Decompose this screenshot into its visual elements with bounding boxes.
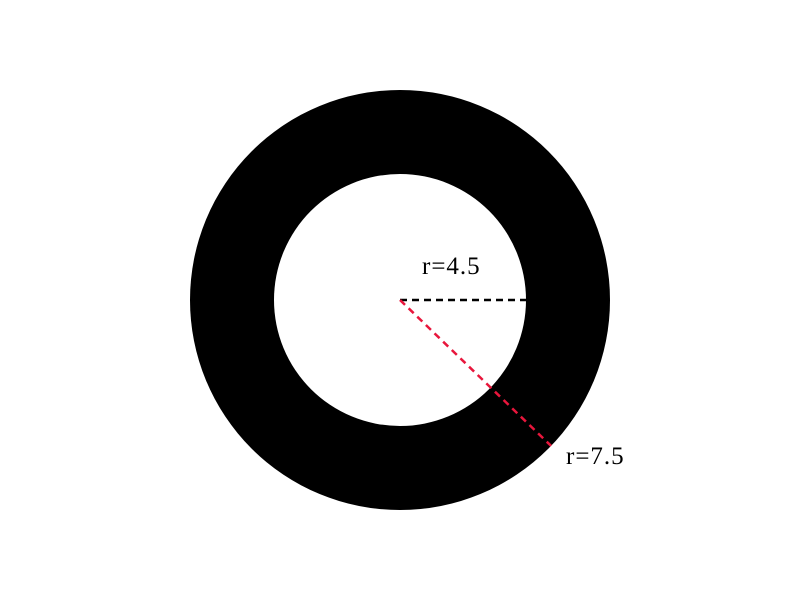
inner-radius-label: r=4.5 [422,253,481,280]
outer-radius-label: r=7.5 [566,443,625,470]
